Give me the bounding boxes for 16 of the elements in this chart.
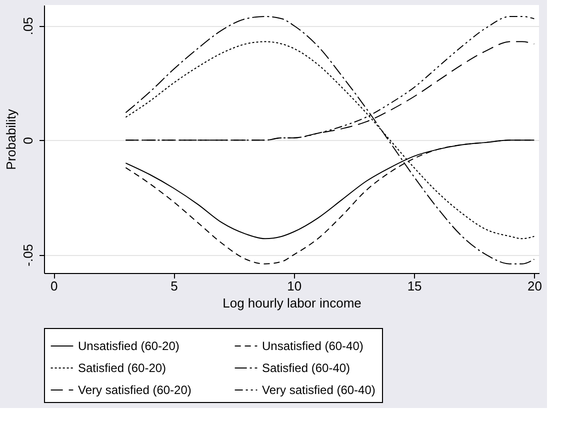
legend-label: Very satisfied (60-40) bbox=[262, 383, 376, 397]
legend-label: Very satisfied (60-20) bbox=[78, 383, 192, 397]
y-tick-label: .05 bbox=[20, 17, 36, 36]
x-tick-label: 10 bbox=[287, 278, 302, 294]
y-tick-label: -.05 bbox=[20, 244, 36, 266]
x-tick-label: 5 bbox=[170, 278, 178, 294]
y-axis-title: Probability bbox=[4, 108, 18, 170]
x-tick-label: 0 bbox=[50, 278, 58, 294]
legend-label: Unsatisfied (60-40) bbox=[262, 339, 364, 353]
x-axis-title: Log hourly labor income bbox=[222, 296, 362, 310]
y-tick-label: 0 bbox=[20, 137, 36, 144]
x-tick-label: 20 bbox=[527, 278, 542, 294]
legend-label: Satisfied (60-40) bbox=[262, 361, 350, 375]
legend-label: Satisfied (60-20) bbox=[78, 361, 166, 375]
legend-label: Unsatisfied (60-20) bbox=[78, 339, 180, 353]
x-tick-label: 15 bbox=[407, 278, 422, 294]
